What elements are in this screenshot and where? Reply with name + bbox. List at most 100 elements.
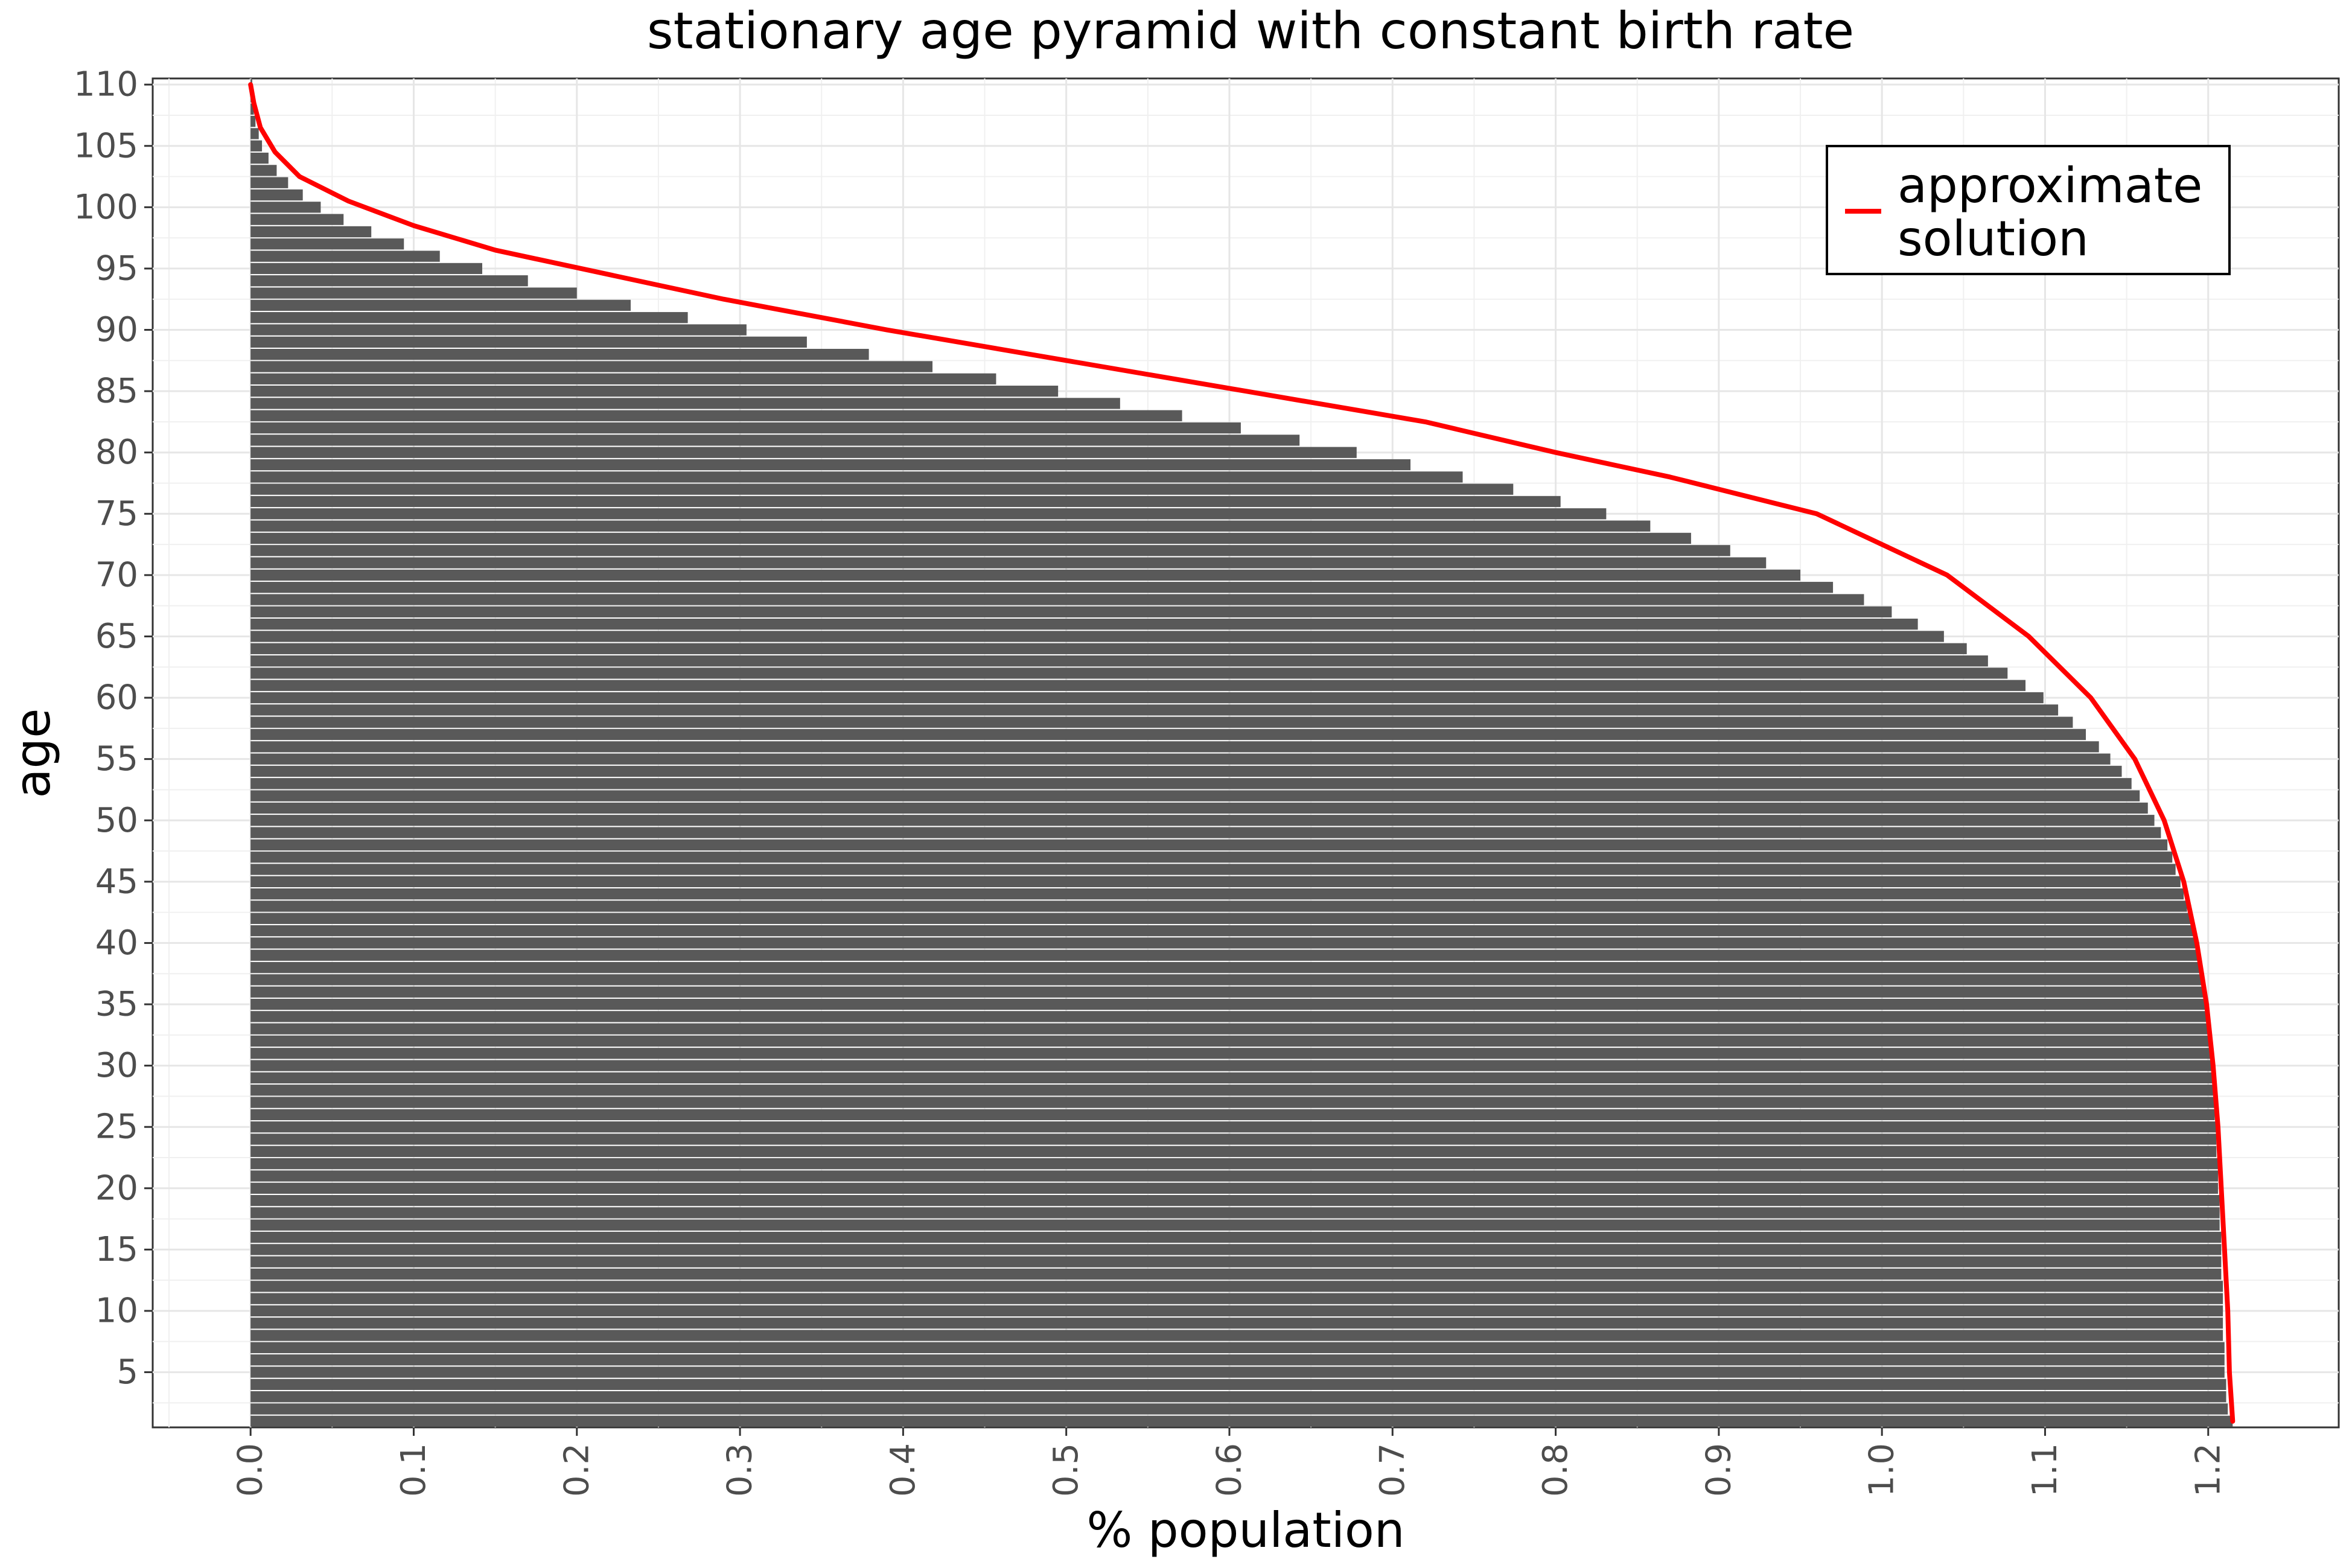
bar [250,1194,2220,1206]
x-tick-label: 1.1 [2025,1443,2065,1497]
bar [250,1268,2222,1280]
bar [250,631,1944,642]
y-tick-label: 20 [95,1168,138,1208]
bar [250,263,483,275]
bar [250,250,440,262]
bar [250,864,2176,875]
bar [250,128,259,139]
chart-title: stationary age pyramid with constant bir… [647,1,1854,60]
y-tick-label: 40 [95,923,138,963]
bar [250,668,2008,679]
x-tick-label: 0.0 [231,1443,270,1497]
bar [250,1182,2218,1194]
legend: approximate solution [1826,145,2231,275]
bar [250,140,263,151]
y-axis-title: age [5,708,61,798]
y-tick-label: 100 [74,188,138,227]
y-tick-label: 30 [95,1046,138,1085]
x-axis: 0.0 0.1 0.2 0.3 0.4 0.5 0.6 0.7 0.8 0.9 1.0 1.1 1.2 [231,1427,2228,1497]
bar [250,1318,2223,1329]
bar [250,152,269,164]
bar [250,1170,2218,1182]
bar [250,177,288,188]
bar [250,986,2204,998]
bar [250,287,577,299]
bar [250,888,2184,900]
bar [250,299,631,311]
bar [250,483,1514,495]
bar [250,520,1651,532]
bar [250,1366,2225,1378]
bars-layer [250,79,2233,1427]
bar [250,1256,2222,1267]
bar [250,336,807,348]
x-tick-label: 0.6 [1209,1443,1249,1497]
bar [250,569,1801,581]
bar [250,1133,2217,1145]
bar [250,900,2187,912]
x-axis-title: % population [1086,1502,1404,1558]
bar [250,361,933,372]
bar [250,202,321,213]
y-tick-label: 80 [95,433,138,472]
bar [250,753,2111,765]
y-tick-label: 110 [74,65,138,104]
bar [250,619,1918,630]
bar [250,692,2044,704]
bar [250,238,404,250]
x-tick-label: 0.1 [394,1443,433,1497]
bar [250,115,256,127]
bar [250,545,1730,556]
bar [250,1219,2220,1231]
bar [250,557,1767,569]
bar [250,802,2148,814]
y-tick-label: 25 [95,1107,138,1147]
bar [250,655,1988,667]
bar [250,606,1892,617]
bar [250,680,2026,691]
bar [250,716,2073,728]
bar [250,594,1864,605]
bar [250,312,688,323]
bar [250,1231,2222,1243]
x-tick-label: 0.7 [1373,1443,1412,1497]
y-tick-label: 5 [116,1353,138,1392]
bar [250,1391,2226,1403]
bar [250,1011,2207,1022]
y-tick-label: 60 [95,678,138,718]
bar [250,508,1607,520]
bar [250,582,1834,593]
bar [250,1293,2223,1304]
x-tick-label: 1.0 [1863,1443,1902,1497]
x-tick-label: 0.5 [1047,1443,1086,1497]
y-tick-label: 85 [95,372,138,411]
bar [250,532,1691,544]
bar [250,741,2099,753]
bar [250,1158,2218,1170]
bar [250,949,2199,961]
bar [250,643,1967,654]
bar [250,471,1463,483]
x-tick-label: 0.9 [1699,1443,1738,1497]
bar [250,998,2205,1010]
plot-panel [151,77,2340,1429]
bar [250,226,372,238]
x-tick-label: 0.8 [1536,1443,1575,1497]
legend-label-line-1: approximate [1898,158,2202,214]
bar [250,704,2059,716]
bar [250,349,869,360]
bar [250,839,2168,851]
bar [250,447,1357,458]
bar [250,324,747,336]
bar [250,778,2132,789]
bar [250,974,2202,986]
bar [250,1330,2223,1341]
bar [250,165,277,176]
y-tick-label: 45 [95,862,138,901]
bar [250,410,1182,421]
bar [250,1207,2220,1219]
bar [250,937,2196,949]
bar [250,1305,2223,1317]
bar [250,852,2173,863]
